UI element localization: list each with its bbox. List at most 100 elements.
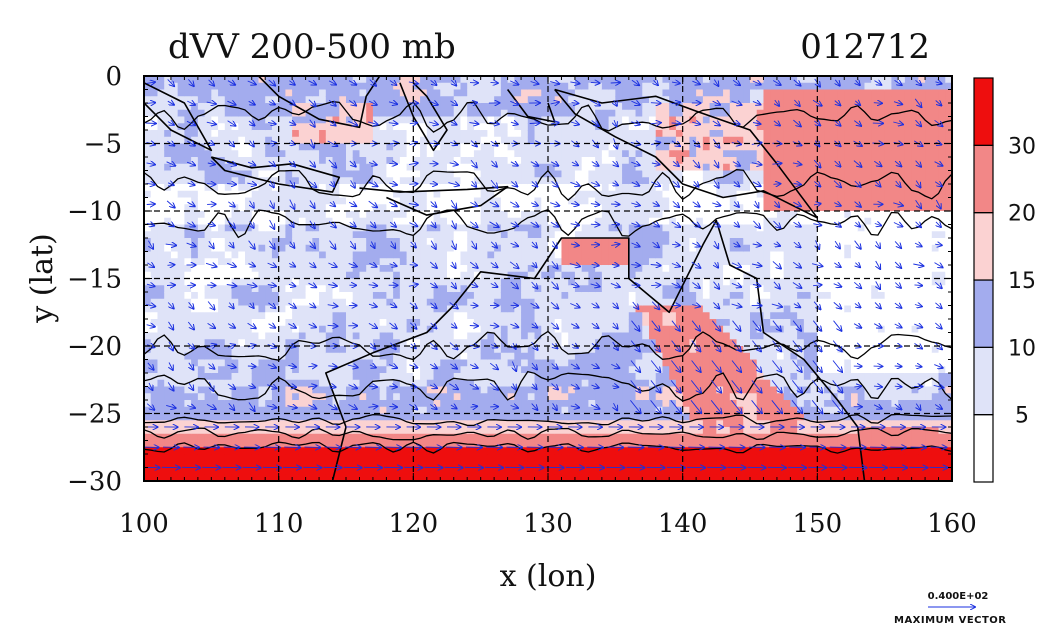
field-cell <box>245 312 253 320</box>
field-cell <box>352 265 361 273</box>
field-cell <box>406 163 414 172</box>
field-cell <box>628 460 637 469</box>
field-cell <box>669 474 677 481</box>
field-cell <box>574 204 583 212</box>
field-cell <box>480 96 488 104</box>
field-cell <box>144 251 152 259</box>
field-cell <box>191 204 199 212</box>
field-cell <box>298 373 307 381</box>
field-cell <box>675 271 684 280</box>
field-cell <box>170 346 179 354</box>
field-cell <box>420 82 428 91</box>
field-cell <box>487 433 495 442</box>
field-cell <box>332 82 340 91</box>
field-cell <box>271 217 280 226</box>
field-cell <box>245 292 253 300</box>
field-cell <box>211 467 219 475</box>
field-cell <box>473 440 482 448</box>
field-cell <box>473 319 482 327</box>
field-cell <box>447 89 455 97</box>
field-cell <box>278 265 286 273</box>
field-cell <box>588 400 596 408</box>
field-cell <box>413 224 421 232</box>
field-cell <box>224 305 233 313</box>
field-cell <box>420 271 428 280</box>
field-cell <box>325 447 334 455</box>
field-cell <box>426 474 435 481</box>
field-cell <box>521 325 529 334</box>
field-cell <box>211 454 219 462</box>
field-cell <box>271 170 280 178</box>
field-cell <box>588 123 596 131</box>
field-cell <box>487 190 495 199</box>
field-cell <box>204 82 212 91</box>
field-cell <box>339 393 347 401</box>
field-cell <box>635 460 643 469</box>
field-cell <box>292 89 300 97</box>
field-cell <box>164 346 172 354</box>
field-cell <box>608 325 616 334</box>
field-cell <box>393 217 401 226</box>
field-cell <box>500 332 509 340</box>
field-cell <box>366 325 374 334</box>
field-cell <box>628 298 637 307</box>
field-cell <box>224 238 233 246</box>
field-cell <box>615 406 623 415</box>
field-cell <box>548 312 556 320</box>
field-cell <box>352 474 361 481</box>
field-cell <box>669 406 677 415</box>
field-cell <box>507 393 515 401</box>
field-cell <box>224 312 233 320</box>
field-cell <box>460 285 468 293</box>
field-cell <box>548 467 556 475</box>
field-cell <box>420 143 428 151</box>
field-cell <box>393 211 401 219</box>
field-cell <box>406 332 414 340</box>
field-cell <box>359 298 367 307</box>
field-cell <box>521 170 529 178</box>
field-cell <box>500 319 509 327</box>
field-cell <box>628 447 637 455</box>
field-cell <box>507 406 515 415</box>
field-cell <box>339 271 347 280</box>
field-cell <box>689 224 697 232</box>
field-cell <box>574 325 583 334</box>
field-cell <box>379 204 387 212</box>
field-cell <box>420 332 428 340</box>
field-cell <box>635 211 643 219</box>
field-cell <box>548 82 556 91</box>
field-cell <box>312 109 320 118</box>
field-cell <box>211 433 219 442</box>
field-cell <box>440 123 448 131</box>
field-cell <box>460 325 468 334</box>
field-cell <box>231 109 239 118</box>
field-cell <box>453 251 462 259</box>
field-cell <box>440 143 448 151</box>
field-cell <box>568 379 576 388</box>
field-cell <box>271 474 280 481</box>
field-cell <box>218 265 226 273</box>
field-cell <box>413 312 421 320</box>
field-cell <box>231 325 239 334</box>
field-cell <box>211 130 219 138</box>
field-cell <box>682 109 690 118</box>
field-cell <box>514 163 522 172</box>
field-cell <box>298 433 307 442</box>
field-cell <box>372 96 381 104</box>
field-cell <box>601 325 610 334</box>
field-cell <box>245 467 253 475</box>
field-cell <box>258 278 266 286</box>
field-cell <box>224 379 233 388</box>
field-cell <box>339 244 347 253</box>
field-cell <box>352 393 361 401</box>
field-cell <box>305 393 313 401</box>
field-cell <box>433 460 441 469</box>
field-cell <box>258 89 266 97</box>
field-cell <box>218 204 226 212</box>
field-cell <box>352 339 361 347</box>
field-cell <box>554 400 563 408</box>
field-cell <box>514 379 522 388</box>
field-cell <box>265 467 273 475</box>
field-cell <box>352 251 361 259</box>
field-cell <box>170 244 179 253</box>
